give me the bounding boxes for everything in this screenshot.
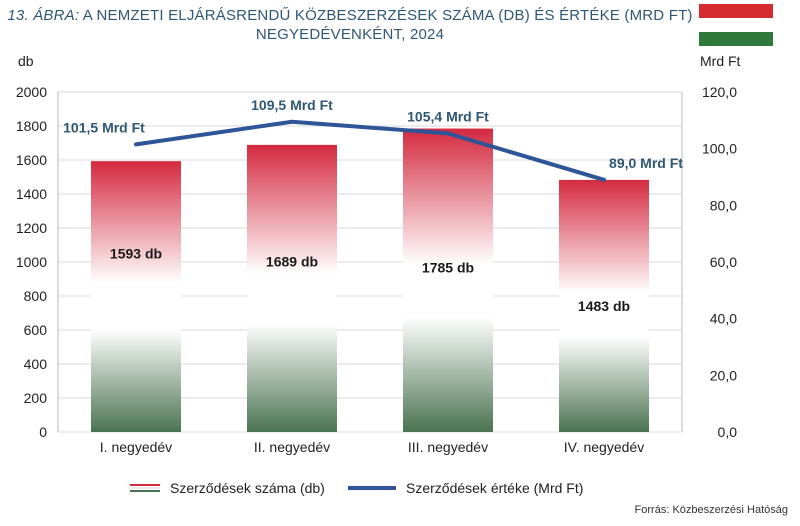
line-data-label: 89,0 Mrd Ft	[609, 155, 683, 171]
x-category-label: III. negyedév	[408, 439, 488, 455]
x-category-label: IV. negyedév	[564, 439, 644, 455]
y-right-tick: 20,0	[710, 367, 737, 383]
bar	[91, 161, 181, 432]
hungarian-flag-icon	[699, 4, 773, 46]
bar-data-label: 1593 db	[110, 246, 162, 262]
value-line	[134, 119, 606, 182]
y-left-tick: 600	[24, 322, 48, 338]
source-note: Forrás: Közbeszerzési Hatóság	[634, 504, 788, 516]
y-right-tick: 40,0	[710, 311, 737, 327]
line-data-label: 101,5 Mrd Ft	[63, 119, 145, 135]
title-line-2: NEGYEDÉVENKÉNT, 2024	[255, 26, 445, 43]
bar	[247, 144, 337, 432]
y-right-tick: 80,0	[710, 197, 737, 213]
y-right-tick: 0,0	[718, 424, 738, 440]
title-text: A NEMZETI ELJÁRÁSRENDŰ KÖZBESZERZÉSEK SZ…	[82, 7, 693, 24]
x-category-label: I. negyedév	[100, 439, 172, 455]
y-left-axis-label: db	[18, 53, 34, 69]
bar-data-label: 1689 db	[266, 253, 318, 269]
y-left-tick: 1000	[16, 254, 47, 270]
y-left-tick: 400	[24, 356, 48, 372]
bar	[559, 179, 649, 432]
title-line-1: 13. ÁBRA: A NEMZETI ELJÁRÁSRENDŰ KÖZBESZ…	[0, 6, 700, 25]
legend-line-label: Szerződések értéke (Mrd Ft)	[406, 480, 584, 496]
bar	[403, 128, 493, 433]
y-left-tick: 1200	[16, 220, 47, 236]
y-left-tick: 0	[39, 424, 47, 440]
bar-data-label: 1483 db	[578, 298, 630, 314]
legend-bars-label: Szerződések száma (db)	[170, 480, 325, 496]
y-left-tick: 1400	[16, 186, 47, 202]
line-data-label: 109,5 Mrd Ft	[251, 97, 333, 113]
figure-number: 13. ÁBRA:	[7, 7, 80, 24]
legend-line-swatch	[348, 486, 396, 490]
y-right-tick: 60,0	[710, 254, 737, 270]
legend-item-bars: Szerződések száma (db)	[130, 480, 325, 496]
line-data-label: 105,4 Mrd Ft	[407, 108, 489, 124]
y-left-tick: 200	[24, 390, 48, 406]
y-left-tick: 2000	[16, 84, 47, 100]
y-right-tick: 120,0	[702, 84, 737, 100]
chart-area: 0 200 400 600 800 1000 1200 1400 1600 1800 2000 0,0…	[16, 53, 741, 455]
y-left-tick: 1800	[16, 118, 47, 134]
legend-bars-swatch	[130, 482, 160, 494]
chart-title: 13. ÁBRA: A NEMZETI ELJÁRÁSRENDŰ KÖZBESZ…	[0, 6, 700, 44]
y-left-tick: 1600	[16, 152, 47, 168]
legend-item-line: Szerződések értéke (Mrd Ft)	[348, 480, 583, 496]
x-category-label: II. negyedév	[254, 439, 330, 455]
y-right-tick: 100,0	[702, 141, 737, 157]
y-left-tick: 800	[24, 288, 48, 304]
bar-data-label: 1785 db	[422, 259, 474, 275]
y-right-axis-label: Mrd Ft	[700, 53, 741, 69]
